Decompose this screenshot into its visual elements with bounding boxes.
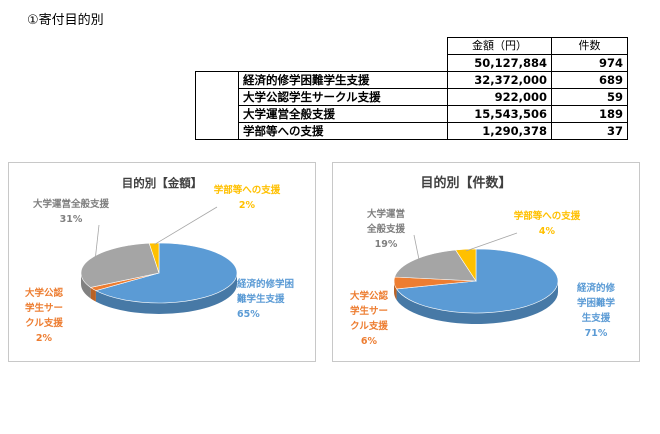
leader-line — [94, 224, 100, 261]
pie-slice-0 — [95, 242, 238, 304]
data-label-1: 大学公認学生サークル支援 6% — [350, 290, 389, 347]
data-label-line: 2% — [36, 333, 53, 344]
header-count: 件数 — [551, 37, 628, 55]
pie-slice-3 — [455, 248, 477, 283]
data-label-line: 学生サー — [25, 302, 63, 314]
row-count: 37 — [551, 122, 628, 140]
pie-slice-side — [90, 287, 96, 302]
row-amount: 922,000 — [447, 88, 552, 106]
data-label-line: 4% — [539, 226, 556, 237]
row-label: 大学運営全般支援 — [238, 105, 448, 123]
data-label-line: 難学生支援 — [236, 293, 285, 305]
data-label-line: 学部等への支援 — [514, 210, 581, 222]
donation-summary-table: 金額（円） 件数 50,127,884 974 経済的修学困難学生支援 32,3… — [195, 37, 628, 140]
data-label-line: 学生サー — [350, 305, 388, 317]
data-label-line: 2% — [239, 200, 256, 211]
data-label-line: クル支援 — [25, 317, 63, 329]
pie-slice-side — [396, 281, 558, 324]
pie-slice-0 — [396, 248, 559, 314]
data-label-0: 経済的修学困難学生支援 65% — [236, 278, 294, 320]
data-label-line: 学部等への支援 — [214, 184, 281, 196]
row-count: 59 — [551, 88, 628, 106]
count-pie-chart: 目的別【件数】経済的修学困難学生支援 71% 大学公認学生サークル支援 6% 大学運営全… — [350, 175, 616, 347]
table-row-header-box — [195, 71, 239, 140]
data-label-line: 生支援 — [582, 312, 611, 324]
count-pie-chart-frame: 目的別【件数】経済的修学困難学生支援 71% 大学公認学生サークル支援 6% 大学運営全… — [332, 162, 640, 362]
pie-slice-side — [95, 273, 238, 314]
data-label-line: 71% — [585, 328, 608, 339]
data-label-line: クル支援 — [350, 320, 388, 332]
header-amount: 金額（円） — [447, 37, 552, 55]
table-row: 大学公認学生サークル支援 922,000 59 — [196, 88, 628, 106]
table-total-row: 50,127,884 974 — [196, 54, 628, 72]
data-label-line: 19% — [375, 239, 398, 250]
pie-slice-side — [81, 273, 91, 299]
table-row: 経済的修学困難学生支援 32,372,000 689 — [195, 71, 628, 140]
data-label-3: 学部等への支援 2% — [214, 184, 281, 211]
data-label-line: 全般支援 — [366, 223, 406, 235]
table-row: 大学運営全般支援 15,543,506 189 — [196, 105, 628, 123]
total-count: 974 — [551, 54, 628, 72]
pie-side-group — [81, 273, 238, 314]
data-label-3: 学部等への支援 4% — [514, 210, 581, 237]
chart-title: 目的別【件数】 — [420, 175, 511, 191]
leader-line — [466, 232, 518, 252]
row-label: 経済的修学困難学生支援 — [238, 71, 448, 89]
data-label-0: 経済的修学困難学生支援 71% — [577, 282, 616, 339]
row-count: 189 — [551, 105, 628, 123]
data-label-line: 大学運営全般支援 — [33, 198, 110, 210]
table-row: 学部等への支援 1,290,378 37 — [196, 122, 628, 140]
pie-slice-2 — [80, 242, 160, 288]
data-label-line: 学困難学 — [577, 297, 616, 309]
total-amount: 50,127,884 — [447, 54, 552, 72]
row-amount: 15,543,506 — [447, 105, 552, 123]
chart-title: 目的別【金額】 — [122, 176, 203, 190]
row-label: 大学公認学生サークル支援 — [238, 88, 448, 106]
data-label-1: 大学公認学生サークル支援 2% — [25, 287, 64, 344]
amount-pie-chart-frame: 目的別【金額】経済的修学困難学生支援 65% 大学公認学生サークル支援 2% 大学運営全… — [8, 162, 316, 362]
table-header-row: 金額（円） 件数 — [196, 37, 628, 55]
data-label-line: 経済的修学困 — [237, 278, 294, 290]
data-label-line: 大学運営 — [367, 208, 405, 220]
data-label-line: 大学公認 — [25, 287, 64, 299]
pie-slice-2 — [394, 249, 477, 282]
data-label-line: 6% — [361, 336, 378, 347]
row-amount: 1,290,378 — [447, 122, 552, 140]
pie-slice-3 — [148, 242, 160, 274]
data-label-line: 経済的修 — [577, 282, 616, 294]
row-label: 学部等への支援 — [238, 122, 448, 140]
data-label-2: 大学運営全般支援 19% — [366, 208, 406, 250]
leader-line — [154, 206, 218, 245]
leader-line — [413, 234, 420, 262]
row-amount: 32,372,000 — [447, 71, 552, 89]
section-heading: ①寄付目的別 — [27, 13, 104, 28]
data-label-line: 65% — [237, 309, 260, 320]
data-label-line: 31% — [60, 214, 83, 225]
data-label-line: 大学公認 — [350, 290, 389, 302]
row-count: 689 — [551, 71, 628, 89]
amount-pie-chart: 目的別【金額】経済的修学困難学生支援 65% 大学公認学生サークル支援 2% 大学運営全… — [25, 176, 294, 344]
data-label-2: 大学運営全般支援 31% — [33, 198, 110, 225]
